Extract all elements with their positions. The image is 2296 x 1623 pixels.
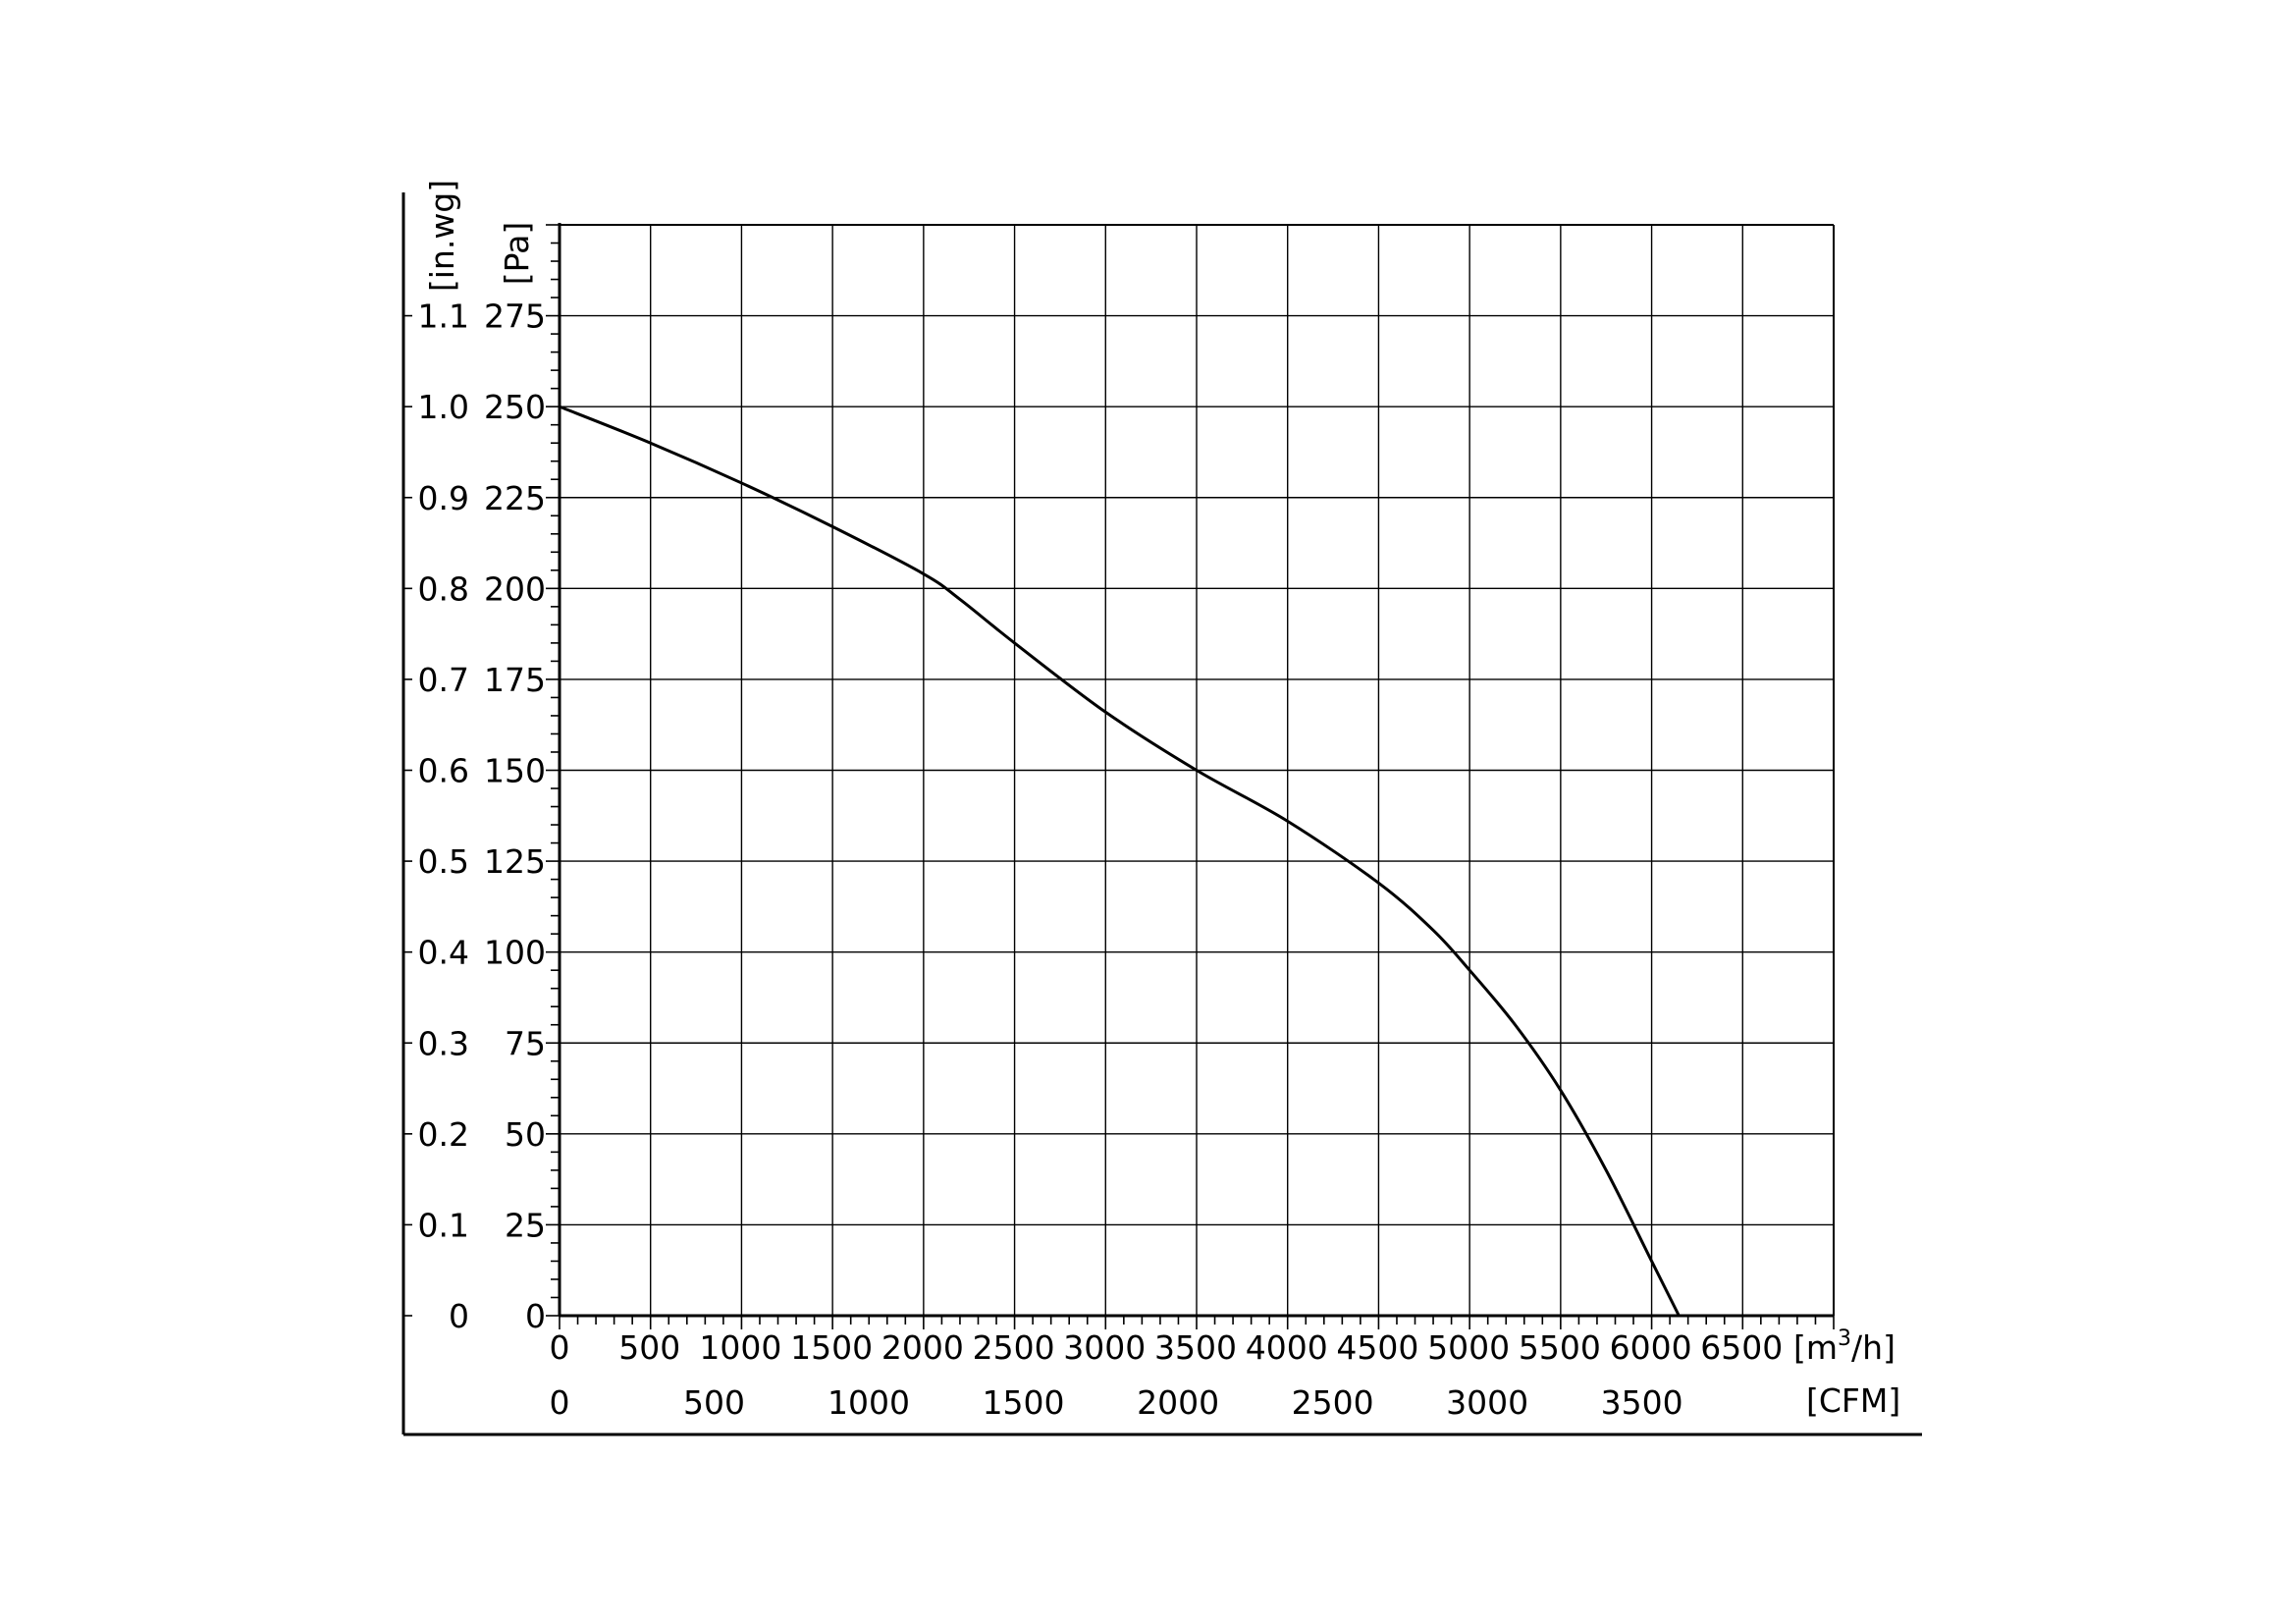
y-tick-label: 275 xyxy=(484,298,546,336)
x2-tick-label: 2500 xyxy=(1292,1383,1374,1422)
y-tick-label: 50 xyxy=(505,1115,546,1154)
x-tick-label: 5500 xyxy=(1519,1328,1601,1367)
grid xyxy=(559,224,1835,1317)
y2-tick-label: 0 xyxy=(449,1297,469,1335)
y2-tick-label: 0.6 xyxy=(418,752,469,790)
y-tick-label: 175 xyxy=(484,661,546,699)
performance-curve xyxy=(559,405,1681,1317)
x-axis-unit-label: [m3/h] xyxy=(1793,1326,1896,1367)
y2-tick-label: 0.1 xyxy=(418,1206,469,1244)
x-tick-label: 6500 xyxy=(1700,1328,1783,1367)
x2-tick-label: 1500 xyxy=(983,1383,1065,1422)
x2-tick-label: 2000 xyxy=(1137,1383,1219,1422)
y2-axis-unit-label: [in.wg] xyxy=(423,180,461,292)
x-tick-label: 0 xyxy=(550,1328,570,1367)
y2-tick-label: 0.7 xyxy=(418,661,469,699)
x2-axis-unit-label: [CFM] xyxy=(1806,1381,1900,1420)
y2-tick-label: 1.0 xyxy=(418,388,469,426)
y-tick-label: 250 xyxy=(484,388,546,426)
x2-tick-label: 3000 xyxy=(1446,1383,1528,1422)
x2-tick-label: 0 xyxy=(550,1383,570,1422)
x-tick-label: 500 xyxy=(618,1328,680,1367)
y-tick-label: 150 xyxy=(484,752,546,790)
x-tick-label: 4500 xyxy=(1336,1328,1418,1367)
y2-tick-label: 0.5 xyxy=(418,842,469,881)
y2-tick-label: 0.8 xyxy=(418,569,469,608)
y-tick-label: 100 xyxy=(484,934,546,972)
y-tick-label: 200 xyxy=(484,569,546,608)
x-tick-label: 1000 xyxy=(699,1328,781,1367)
x-tick-label: 4000 xyxy=(1246,1328,1328,1367)
tick-labels: 0 25 50 75 100 125 150 175 200 225 250 275 0 0.1 0.2 0.… xyxy=(418,180,1901,1422)
x2-tick-label: 500 xyxy=(683,1383,745,1422)
y-tick-label: 25 xyxy=(505,1206,546,1244)
x-tick-label: 2500 xyxy=(973,1328,1055,1367)
y-tick-label: 0 xyxy=(525,1297,546,1335)
y-tick-label: 125 xyxy=(484,842,546,881)
axes xyxy=(401,192,1922,1436)
x2-tick-label: 1000 xyxy=(828,1383,910,1422)
x-tick-label: 6000 xyxy=(1610,1328,1692,1367)
series xyxy=(559,405,1681,1317)
y2-tick-label: 0.4 xyxy=(418,934,469,972)
y-tick-label: 225 xyxy=(484,479,546,517)
x2-tick-label: 3500 xyxy=(1601,1383,1683,1422)
y2-tick-label: 0.9 xyxy=(418,479,469,517)
y2-tick-label: 0.2 xyxy=(418,1115,469,1154)
y-tick-label: 75 xyxy=(505,1024,546,1062)
y2-tick-label: 1.1 xyxy=(418,298,469,336)
x-tick-label: 2000 xyxy=(881,1328,964,1367)
x-tick-label: 3000 xyxy=(1063,1328,1146,1367)
x-tick-label: 3500 xyxy=(1154,1328,1237,1367)
y2-tick-label: 0.3 xyxy=(418,1024,469,1062)
x-tick-label: 1500 xyxy=(790,1328,873,1367)
y-axis-unit-label: [Pa] xyxy=(498,222,536,285)
x-tick-label: 5000 xyxy=(1427,1328,1510,1367)
